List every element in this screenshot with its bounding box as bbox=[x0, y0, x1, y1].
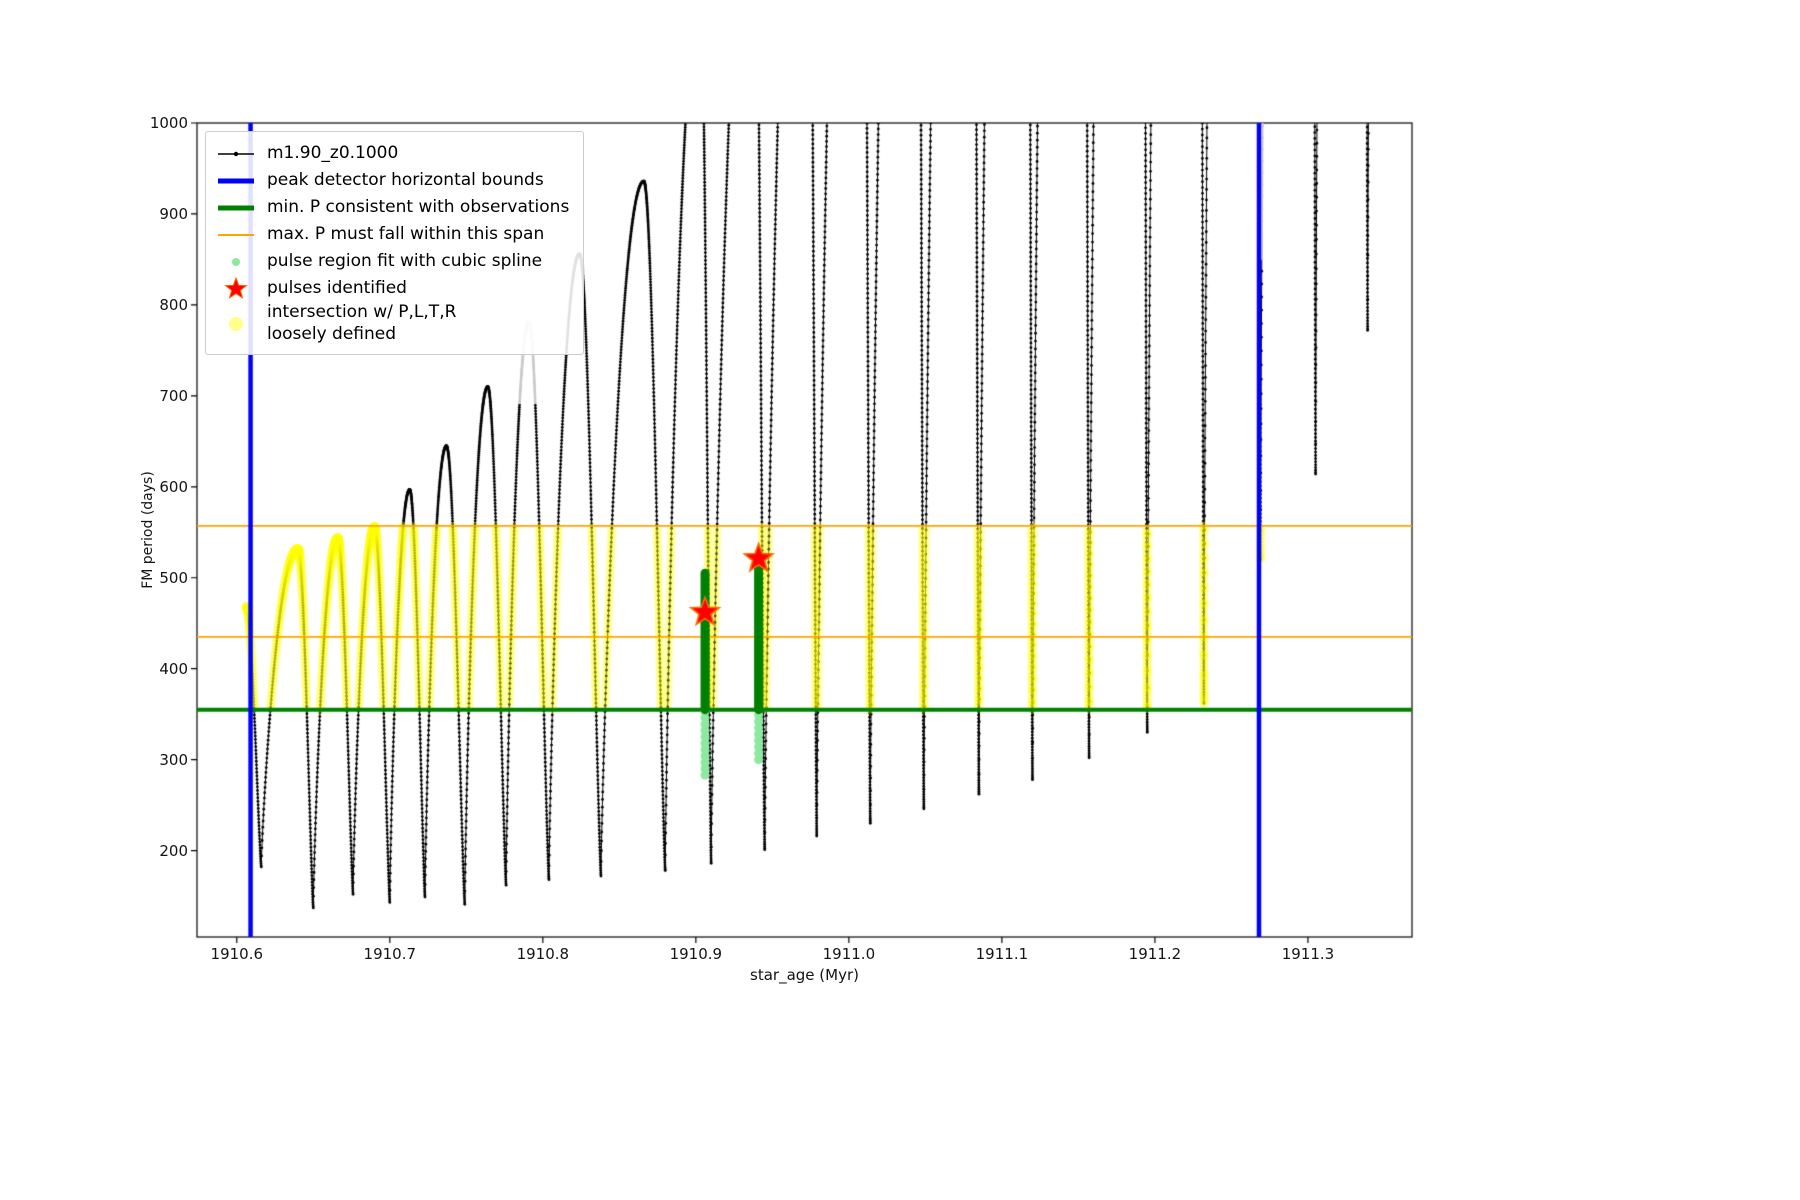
x-axis-label: star_age (Myr) bbox=[750, 966, 859, 984]
legend-label: pulses identified bbox=[267, 277, 407, 298]
orange-line-icon bbox=[214, 222, 258, 248]
series-line-icon bbox=[214, 141, 258, 167]
y-tick-label: 600 bbox=[159, 477, 188, 496]
y-axis-label: FM period (days) bbox=[140, 471, 156, 589]
legend-item-pulses: pulses identified bbox=[214, 275, 569, 302]
legend-label: m1.90_z0.1000 bbox=[267, 142, 399, 163]
blue-thick-line-icon bbox=[214, 168, 258, 194]
x-tick-label: 1910.6 bbox=[210, 945, 264, 963]
y-tick-label: 800 bbox=[159, 295, 188, 314]
legend-item-series: m1.90_z0.1000 bbox=[214, 140, 569, 167]
x-tick-label: 1910.8 bbox=[516, 945, 570, 963]
y-tick-label: 200 bbox=[159, 841, 188, 860]
legend: m1.90_z0.1000 peak detector horizontal b… bbox=[205, 131, 585, 355]
legend-item-peak-bounds: peak detector horizontal bounds bbox=[214, 167, 569, 194]
x-tick-label: 1911.0 bbox=[822, 945, 876, 963]
red-star-icon bbox=[214, 276, 258, 302]
x-tick-label: 1911.3 bbox=[1281, 945, 1335, 963]
x-tick-label: 1910.7 bbox=[363, 945, 417, 963]
legend-label: intersection w/ P,L,T,R loosely defined bbox=[267, 302, 457, 344]
yellow-dot-icon bbox=[214, 311, 258, 337]
legend-label: pulse region fit with cubic spline bbox=[267, 250, 543, 271]
legend-item-max-p-span: max. P must fall within this span bbox=[214, 221, 569, 248]
x-tick-label: 1911.1 bbox=[975, 945, 1029, 963]
legend-item-pulse-fit: pulse region fit with cubic spline bbox=[214, 248, 569, 275]
y-tick-label: 400 bbox=[159, 659, 188, 678]
lightgreen-dot-icon bbox=[214, 249, 258, 275]
y-tick-label: 500 bbox=[159, 568, 188, 587]
legend-label: peak detector horizontal bounds bbox=[267, 169, 544, 190]
green-thick-line-icon bbox=[214, 195, 258, 221]
legend-label: max. P must fall within this span bbox=[267, 223, 545, 244]
legend-label: min. P consistent with observations bbox=[267, 196, 570, 217]
x-tick-label: 1910.9 bbox=[669, 945, 723, 963]
legend-item-min-p: min. P consistent with observations bbox=[214, 194, 569, 221]
x-tick-label: 1911.2 bbox=[1128, 945, 1182, 963]
y-tick-label: 1000 bbox=[149, 114, 188, 132]
y-tick-label: 900 bbox=[159, 204, 188, 223]
y-tick-label: 300 bbox=[159, 750, 188, 769]
y-tick-label: 700 bbox=[159, 386, 188, 405]
legend-item-intersection: intersection w/ P,L,T,R loosely defined bbox=[214, 302, 569, 346]
